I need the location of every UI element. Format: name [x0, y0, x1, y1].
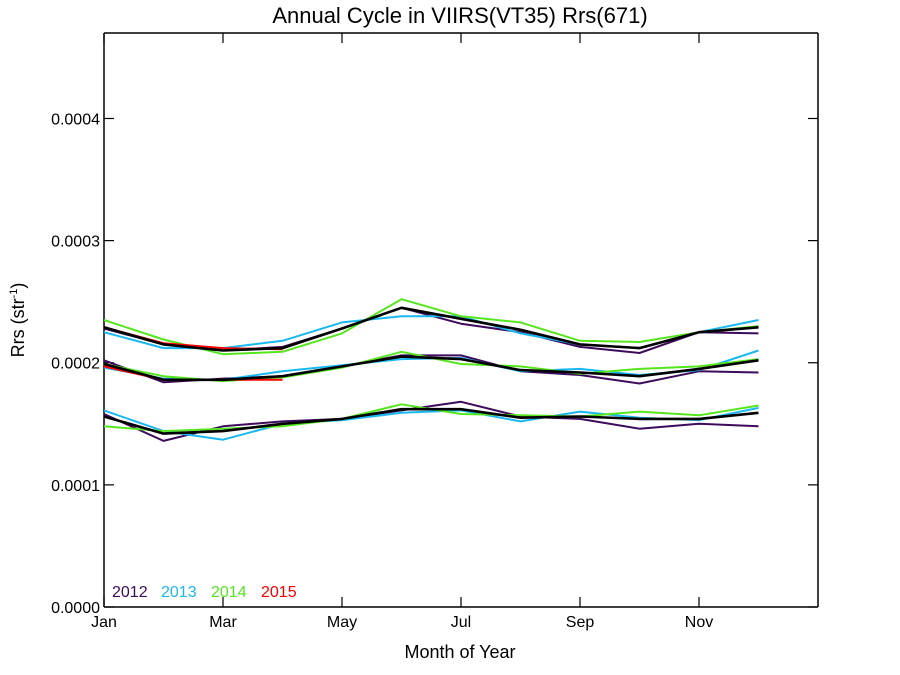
- y-tick-label-4: 0.0004: [51, 111, 100, 128]
- series-line-upper-mean: [103, 306, 759, 352]
- y-tick-label-3: 0.0003: [51, 234, 100, 251]
- legend-entry-2014: 2014: [211, 584, 247, 601]
- x-tick-label-1: Mar: [209, 614, 237, 631]
- y-axis-label-superscript: -1: [8, 289, 20, 299]
- chart-title: Annual Cycle in VIIRS(VT35) Rrs(671): [272, 3, 647, 28]
- legend-entry-2013: 2013: [161, 584, 197, 601]
- x-tick-label-5: Nov: [685, 614, 713, 631]
- legend: 2012 2013 2014 2015: [112, 584, 297, 601]
- y-tick-label-1: 0.0001: [51, 478, 100, 495]
- y-tick-label-2: 0.0002: [51, 356, 100, 373]
- axis-ticks: Jan Mar May Jul Sep Nov 0.0000 0.0001 0.0002 0.00…: [51, 33, 818, 631]
- series-layer: [103, 298, 759, 442]
- legend-entry-2012: 2012: [112, 584, 148, 601]
- y-axis-label-main: Rrs (str: [8, 298, 28, 357]
- x-tick-label-3: Jul: [451, 614, 471, 631]
- x-axis-label: Month of Year: [404, 642, 515, 662]
- legend-entry-2015: 2015: [261, 584, 297, 601]
- x-tick-label-0: Jan: [91, 614, 117, 631]
- y-tick-label-0: 0.0000: [51, 600, 100, 617]
- y-axis-label-close: ): [8, 283, 28, 289]
- x-tick-label-4: Sep: [566, 614, 595, 631]
- y-axis-label: Rrs (str-1): [8, 283, 28, 358]
- x-tick-label-2: May: [327, 614, 357, 631]
- series-line-middle-mean: [103, 355, 759, 382]
- series-line-upper-2014: [103, 298, 759, 356]
- series-line-lower-mean: [103, 407, 759, 435]
